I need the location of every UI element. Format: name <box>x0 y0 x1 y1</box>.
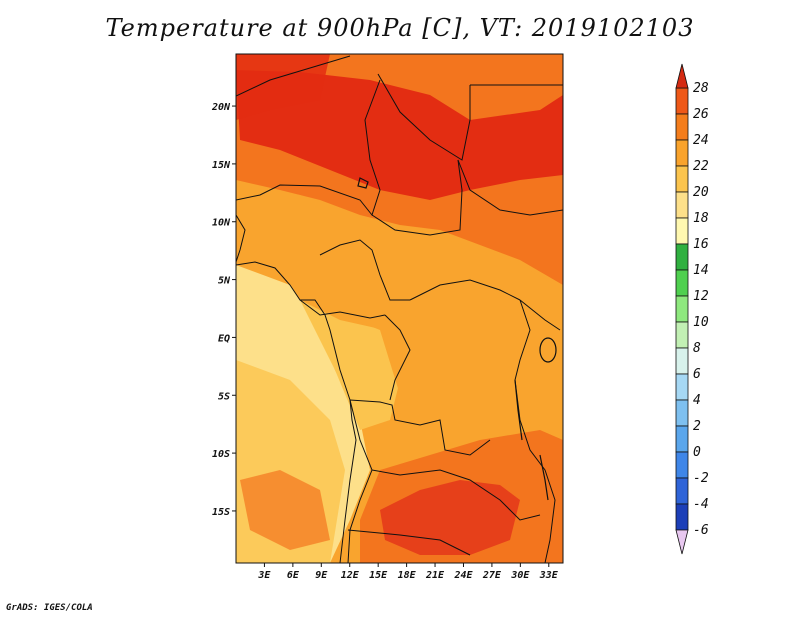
colorbar-label: 24 <box>693 133 709 148</box>
lake-malawi <box>539 454 549 501</box>
coastline <box>236 214 246 263</box>
lakes <box>357 177 557 501</box>
border-line <box>409 279 521 301</box>
colorbar-segment <box>675 191 689 219</box>
colorbar-label: 14 <box>693 263 709 278</box>
map-frame <box>235 53 564 564</box>
coastline <box>236 261 357 563</box>
lon-tick-label: 21E <box>425 570 445 581</box>
lon-tick-label: 30E <box>510 570 530 581</box>
colorbar-segment <box>675 243 689 271</box>
colorbar-label: -6 <box>693 523 709 538</box>
colorbar-bottom-triangle <box>675 529 689 555</box>
colorbar-segment <box>675 321 689 349</box>
map-title: Temperature at 900hPa [C], VT: 201910210… <box>105 14 695 42</box>
coast-region-left <box>300 300 400 430</box>
sahara-hot-region <box>236 70 563 200</box>
lon-tick-label: 12E <box>341 570 360 581</box>
lon-tick-label: 33E <box>539 570 559 581</box>
colorbar-segment <box>675 295 689 323</box>
colorbar-segment <box>675 373 689 401</box>
lat-tick-label: 10N <box>212 218 231 229</box>
colorbar-label: 26 <box>693 107 709 122</box>
colorbar-label: 28 <box>693 81 709 96</box>
lon-tick-label: 6E <box>287 570 300 581</box>
lat-tick-label: 15N <box>212 160 231 171</box>
colorbar-label: 22 <box>693 159 709 174</box>
border-line <box>299 299 386 319</box>
lat-tick-label: 10S <box>212 449 230 460</box>
border-line <box>371 159 463 236</box>
latitude-axis: 20N 15N 10N 5N EQ 5S 10S 15S <box>211 102 236 518</box>
lat-tick-label: 15S <box>212 507 230 518</box>
border-line <box>349 399 491 456</box>
colorbar-label: 4 <box>693 393 701 408</box>
temperature-field <box>236 54 563 563</box>
border-line <box>236 55 351 97</box>
savanna-region <box>236 185 563 430</box>
colorbar-segment <box>675 139 689 167</box>
lon-tick-label: 15E <box>369 570 388 581</box>
colorbar-segment <box>675 399 689 427</box>
colorbar-segment <box>675 217 689 245</box>
lon-tick-label: 27E <box>482 570 502 581</box>
colorbar-label: 8 <box>693 341 701 356</box>
lon-tick-label: 18E <box>398 570 417 581</box>
colorbar-label: -4 <box>693 497 709 512</box>
colorbar-segment <box>675 113 689 141</box>
southern-west-patch <box>240 470 330 550</box>
border-line <box>457 159 563 216</box>
lat-tick-label: EQ <box>218 333 230 344</box>
lake-victoria <box>539 337 557 363</box>
colorbar-segment <box>675 477 689 505</box>
border-line <box>377 73 471 161</box>
colorbar-label: 16 <box>693 237 709 252</box>
lat-tick-label: 20N <box>211 102 231 113</box>
colorbar-segment <box>675 347 689 375</box>
colorbar-segment <box>675 165 689 193</box>
border-line <box>371 469 541 521</box>
longitude-axis: 3E 6E 9E 12E 15E 18E 21E 24E 27E 30E 33E <box>257 563 559 581</box>
footer-credit: GrADS: IGES/COLA <box>6 603 93 613</box>
colorbar-label: 12 <box>693 289 709 304</box>
lat-tick-label: 5N <box>218 276 231 287</box>
lon-tick-label: 3E <box>257 570 271 581</box>
colorbar-segment <box>675 503 689 531</box>
colorbar-segment <box>675 451 689 479</box>
border-line <box>347 529 471 556</box>
colorbar-label: 10 <box>693 315 709 330</box>
colorbar-segment <box>675 425 689 453</box>
lon-tick-label: 9E <box>315 570 328 581</box>
country-boundaries <box>236 55 563 563</box>
lake-tanganyika <box>514 379 523 441</box>
border-line <box>347 399 373 563</box>
colorbar-top-triangle <box>675 63 689 89</box>
colorbar-label: 20 <box>693 185 709 200</box>
lon-tick-label: 24E <box>453 570 473 581</box>
border-line <box>519 419 556 563</box>
lat-tick-label: 5S <box>218 391 230 402</box>
colorbar-segment <box>675 269 689 297</box>
colorbar-label: 0 <box>693 445 701 460</box>
colorbar-segment <box>675 87 689 115</box>
colorbar-label: 6 <box>693 367 701 382</box>
sahara-hot-west <box>236 54 330 120</box>
border-line <box>519 299 561 331</box>
lake-chad <box>357 177 369 189</box>
southern-core-region <box>380 480 520 555</box>
border-line <box>236 79 381 217</box>
colorbar-label: 18 <box>693 211 709 226</box>
border-line <box>319 239 410 301</box>
colorbar-label: -2 <box>693 471 709 486</box>
colorbar-label: 2 <box>693 419 701 434</box>
border-line <box>384 314 411 401</box>
